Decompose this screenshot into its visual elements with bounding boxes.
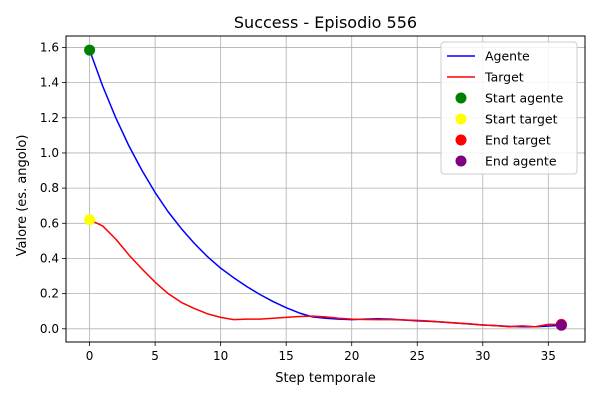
x-axis-label: Step temporale (275, 371, 376, 386)
series-line-target (89, 219, 562, 328)
legend: Agente Target Start agente Start target End … (440, 41, 578, 175)
chart-title: Success - Episodio 556 (234, 13, 417, 32)
x-tick-label: 20 (344, 349, 359, 363)
x-tick-label: 0 (86, 349, 94, 363)
x-tick-label: 15 (279, 349, 294, 363)
y-tick-label: 1.6 (40, 40, 59, 54)
legend-swatch-end-target (455, 134, 467, 146)
x-axis-ticks: 0 5 10 15 20 25 30 35 (86, 342, 556, 363)
x-tick-label: 10 (213, 349, 228, 363)
y-tick-label: 0.6 (40, 216, 59, 230)
axes-frame (65, 35, 586, 343)
y-tick-label: 0.0 (40, 322, 59, 336)
legend-label-agente: Agente (485, 49, 530, 64)
legend-label-target: Target (484, 70, 524, 85)
legend-swatch-end-agente (455, 155, 467, 167)
y-tick-label: 1.0 (40, 146, 59, 160)
y-tick-label: 1.4 (40, 76, 59, 90)
x-tick-label: 25 (410, 349, 425, 363)
marker-end-agente (555, 319, 567, 331)
legend-swatch-start-agente (455, 92, 467, 104)
x-tick-label: 30 (475, 349, 490, 363)
y-tick-label: 0.2 (40, 287, 59, 301)
legend-swatch-start-target (455, 113, 467, 125)
marker-points (84, 44, 567, 331)
legend-label-end-target: End target (485, 133, 551, 148)
legend-label-start-target: Start target (485, 112, 558, 127)
marker-start-target (84, 214, 96, 226)
x-tick-label: 5 (151, 349, 159, 363)
marker-start-agente (84, 44, 96, 56)
legend-label-start-agente: Start agente (485, 91, 564, 106)
y-tick-label: 0.8 (40, 181, 59, 195)
legend-label-end-agente: End agente (485, 154, 557, 169)
y-axis-label: Valore (es. angolo) (15, 135, 30, 257)
y-axis-ticks: 0.0 0.2 0.4 0.6 0.8 1.0 1.2 1.4 1.6 (40, 40, 66, 336)
legend-box (440, 41, 578, 175)
y-tick-label: 1.2 (40, 111, 59, 125)
series-lines (88, 49, 562, 328)
x-tick-label: 35 (541, 349, 556, 363)
y-tick-label: 0.4 (40, 251, 59, 265)
